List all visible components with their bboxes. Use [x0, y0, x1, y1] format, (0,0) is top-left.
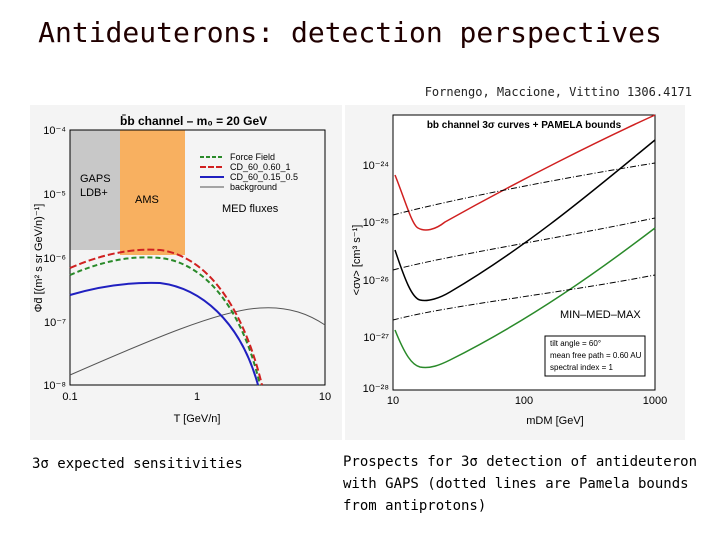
legend-entry: background [230, 182, 277, 192]
axes-frame [392, 114, 656, 391]
x-label: T [GeV/n] [174, 413, 221, 425]
band-label: LDB+ [80, 187, 108, 199]
legend-entry: CD_60_0.60_1 [230, 162, 291, 172]
param: spectral index = 1 [550, 363, 613, 372]
band-label: AMS [135, 194, 159, 206]
band-label: GAPS [80, 173, 111, 185]
x-label: mDM [GeV] [526, 415, 583, 427]
legend-note: MED fluxes [222, 203, 279, 215]
x-tick-label: 10 [319, 391, 331, 403]
plot-title: bb channel 3σ curves + PAMELA bounds [427, 120, 622, 131]
y-tick-label: 10⁻⁸ [43, 380, 66, 392]
curve-min [394, 227, 656, 369]
axes-frame [69, 129, 326, 386]
caption: with GAPS (dotted lines are Pamela bound… [343, 476, 689, 492]
y-tick-label: 10⁻²⁴ [363, 160, 390, 172]
cd-curve-2 [69, 281, 259, 386]
background-curve [69, 307, 326, 376]
caption: from antiprotons) [343, 498, 486, 514]
force-field-curve [69, 256, 261, 386]
gaps-band [70, 130, 120, 250]
y-tick-label: 10⁻⁷ [44, 317, 66, 329]
y-label: Φd̄ [(m² s sr GeV/n)⁻¹] [33, 204, 45, 313]
slide-title: Antideuterons: detection perspectives [38, 16, 662, 49]
legend-entry: Force Field [230, 152, 275, 162]
y-tick-label: 10⁻²⁵ [363, 217, 389, 229]
param: mean free path = 0.60 AU [550, 351, 642, 360]
pamela-bound [392, 274, 656, 321]
x-tick-label: 1 [194, 391, 200, 403]
caption: 3σ expected sensitivities [32, 456, 243, 472]
pamela-bound [392, 217, 656, 271]
x-tick-label: 10 [387, 395, 399, 407]
caption: Prospects for 3σ detection of antideuter… [343, 454, 697, 470]
x-tick-label: 0.1 [62, 391, 77, 403]
left-figure: b̄b channel – m₀ = 20 GeV 10⁻⁴ 10⁻⁵ 10⁻⁶… [30, 105, 342, 440]
legend-entry: CD_60_0.15_0.5 [230, 172, 298, 182]
param-box [544, 335, 646, 377]
right-figure: bb channel 3σ curves + PAMELA bounds 10⁻… [345, 105, 685, 440]
curve-med [394, 139, 656, 302]
pamela-bound [392, 162, 656, 216]
y-label: <σv> [cm³ s⁻¹] [351, 225, 363, 296]
y-tick-label: 10⁻⁴ [43, 125, 66, 137]
y-tick-label: 10⁻²⁸ [363, 383, 389, 395]
y-tick-label: 10⁻⁵ [43, 189, 66, 201]
y-tick-label: 10⁻²⁶ [363, 275, 389, 287]
cd-curve [69, 248, 263, 386]
x-tick-label: 1000 [643, 395, 667, 407]
curve-label: MIN–MED–MAX [560, 309, 641, 321]
plot-title: b̄b channel – m₀ = 20 GeV [120, 114, 267, 128]
reference: Fornengo, Maccione, Vittino 1306.4171 [425, 85, 692, 99]
curve-max [394, 114, 656, 231]
ams-band [120, 130, 185, 255]
y-tick-label: 10⁻⁶ [43, 253, 66, 265]
y-tick-label: 10⁻²⁷ [363, 332, 389, 344]
param: tilt angle = 60° [550, 339, 601, 348]
x-tick-label: 100 [515, 395, 533, 407]
